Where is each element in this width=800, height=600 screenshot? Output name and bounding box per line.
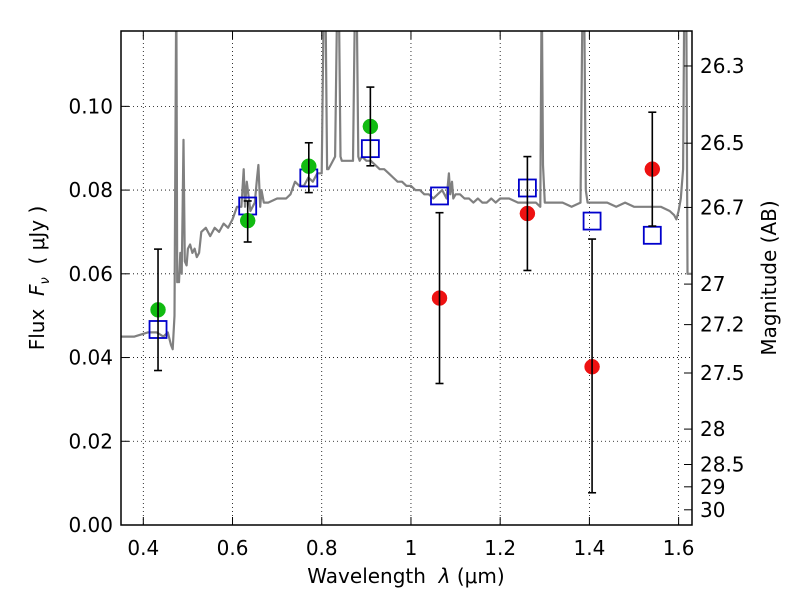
y-tick-label: 0.00 [68, 513, 113, 537]
y-tick-label: 0.08 [68, 178, 113, 202]
y2-tick-label: 27.5 [700, 361, 745, 385]
x-tick-label: 0.6 [217, 536, 249, 560]
x-tick-label: 0.8 [306, 536, 338, 560]
model-flux-square [430, 186, 449, 206]
y-tick-label: 0.02 [68, 429, 113, 453]
y2-tick-label: 29 [700, 475, 725, 499]
y2-tick-label: 26.5 [700, 131, 745, 155]
x-axis-label: Wavelength λ (μm) [307, 564, 504, 588]
x-tick-label: 1.4 [573, 536, 605, 560]
model-flux-square [582, 211, 602, 231]
y-axis-label: Flux Fν ( μJy ) [25, 206, 53, 351]
y-tick-label: 0.10 [68, 94, 113, 118]
x-tick-label: 1 [405, 536, 418, 560]
y2-axis-label: Magnitude (AB) [757, 200, 781, 355]
y-tick-label: 0.06 [68, 262, 113, 286]
axis-ticks: 0.4 0.6 0.8 1 1.2 1.4 1.6 0.00 0.02 0.04 0.06 0.08 0… [68, 31, 745, 560]
y-tick-label: 0.04 [68, 346, 113, 370]
plot-frame [120, 30, 693, 526]
y2-tick-label: 28 [700, 417, 725, 441]
plot-area [121, 31, 692, 525]
y2-tick-label: 27.2 [700, 313, 745, 337]
axis-labels: Wavelength λ (μm) Flux Fν ( μJy ) Magnit… [25, 200, 781, 588]
spectrum-line [121, 31, 692, 351]
y2-tick-label: 28.5 [700, 452, 745, 476]
x-tick-label: 1.2 [484, 536, 516, 560]
y2-tick-label: 26.7 [700, 195, 745, 219]
y2-tick-label: 27 [700, 272, 725, 296]
x-tick-label: 0.4 [127, 536, 159, 560]
y2-tick-label: 30 [700, 498, 725, 522]
data-layer [121, 31, 692, 494]
x-tick-label: 1.6 [663, 536, 695, 560]
y2-tick-label: 26.3 [700, 54, 745, 78]
